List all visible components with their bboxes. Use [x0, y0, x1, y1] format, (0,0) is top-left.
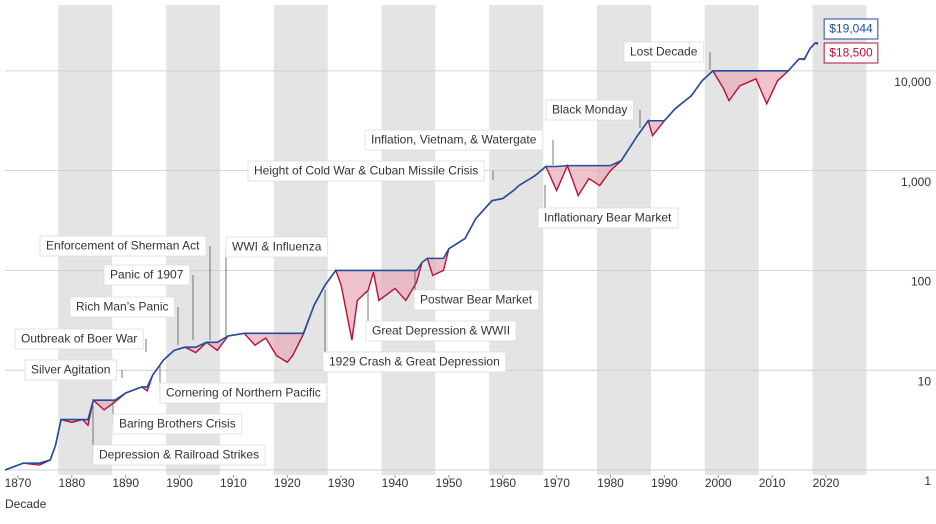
x-tick-label: 2020 [813, 476, 840, 490]
drawdown-area [5, 42, 818, 470]
annotation-box [39, 235, 207, 257]
x-tick-label: 1880 [58, 476, 85, 490]
annotation: Baring Brothers Crisis [112, 400, 243, 435]
annotation: Lost Decade [623, 41, 711, 70]
annotation-label: WWI & Influenza [232, 240, 322, 254]
annotation: Inflationary Bear Market [537, 185, 679, 229]
annotation-box [413, 289, 540, 311]
y-tick-label: 1,000 [901, 175, 931, 189]
annotation: Postwar Bear Market [413, 270, 540, 311]
annotation: Enforcement of Sherman Act [39, 235, 211, 340]
annotation-label: Postwar Bear Market [420, 293, 533, 307]
x-tick-label: 1940 [382, 476, 409, 490]
y-tick-label: 1 [924, 474, 931, 488]
annotation-label: Inflationary Bear Market [544, 211, 672, 225]
annotation-box [14, 328, 144, 350]
annotation-box [322, 351, 507, 373]
decade-band [381, 5, 436, 475]
annotation: Black Monday [545, 99, 641, 128]
y-tick-label: 100 [911, 275, 931, 289]
x-tick-label: 1930 [328, 476, 355, 490]
annotation-box [365, 320, 517, 342]
annotation-box [545, 99, 634, 121]
x-axis-label: Decade [5, 497, 47, 511]
x-tick-label: 1870 [5, 476, 32, 490]
annotation-label: Outbreak of Boer War [21, 332, 137, 346]
annotation-box [92, 444, 266, 466]
series-line [4, 42, 818, 471]
annotation-label: Black Monday [552, 103, 627, 117]
annotation-box [537, 207, 679, 229]
value-callout: $18,500 [823, 42, 879, 64]
annotation-box [364, 129, 544, 151]
annotation: Panic of 1907 [103, 264, 194, 340]
annotation-label: Height of Cold War & Cuban Missile Crisi… [254, 164, 478, 178]
annotation-label: Enforcement of Sherman Act [46, 239, 200, 253]
annotation-label: 1929 Crash & Great Depression [329, 355, 500, 369]
annotation-box [623, 41, 705, 63]
annotation: Depression & Railroad Strikes [92, 405, 266, 466]
x-tick-label: 2000 [705, 476, 732, 490]
decade-band [489, 5, 544, 475]
annotation-label: Lost Decade [630, 45, 698, 59]
annotation-box [69, 296, 175, 318]
annotation-label: Depression & Railroad Strikes [99, 448, 259, 462]
value-callout: $19,044 [823, 18, 879, 40]
annotation-label: Panic of 1907 [110, 268, 184, 282]
value-label: $18,500 [829, 46, 873, 60]
annotation: Inflation, Vietnam, & Watergate [364, 129, 554, 165]
annotation: Outbreak of Boer War [14, 328, 147, 352]
decade-band [597, 5, 651, 475]
value-label: $19,044 [829, 22, 873, 36]
annotation: Great Depression & WWII [365, 290, 517, 342]
annotation: Height of Cold War & Cuban Missile Crisi… [247, 160, 494, 182]
x-tick-label: 1890 [112, 476, 139, 490]
x-tick-label: 1960 [489, 476, 516, 490]
annotation-box [225, 236, 329, 258]
x-tick-label: 1900 [166, 476, 193, 490]
annotation: WWI & Influenza [225, 236, 329, 338]
callout-box [823, 18, 879, 40]
x-tick-label: 1990 [651, 476, 678, 490]
annotation-label: Cornering of Northern Pacific [166, 386, 321, 400]
annotation-label: Baring Brothers Crisis [119, 417, 236, 431]
y-tick-label: 10 [918, 374, 932, 388]
annotation: Rich Man’s Panic [69, 296, 179, 345]
annotation-box [159, 382, 328, 404]
x-tick-label: 1980 [597, 476, 624, 490]
annotation: 1929 Crash & Great Depression [322, 290, 507, 373]
x-tick-label: 1970 [543, 476, 570, 490]
y-tick-label: 10,000 [894, 75, 931, 89]
annotation: Cornering of Northern Pacific [159, 365, 328, 404]
annotation-box [247, 160, 485, 182]
annotation: Silver Agitation [24, 359, 123, 381]
x-tick-label: 2010 [759, 476, 786, 490]
annotation-label: Great Depression & WWII [372, 324, 510, 338]
x-tick-label: 1920 [274, 476, 301, 490]
annotation-label: Silver Agitation [31, 363, 110, 377]
annotation-box [112, 413, 243, 435]
x-tick-label: 1950 [436, 476, 463, 490]
x-tick-label: 1910 [220, 476, 247, 490]
annotation-box [103, 264, 191, 286]
callout-box [823, 42, 879, 64]
annotation-label: Rich Man’s Panic [76, 300, 168, 314]
decade-band [812, 5, 867, 475]
annotation-label: Inflation, Vietnam, & Watergate [371, 133, 537, 147]
annotation-box [24, 359, 117, 381]
